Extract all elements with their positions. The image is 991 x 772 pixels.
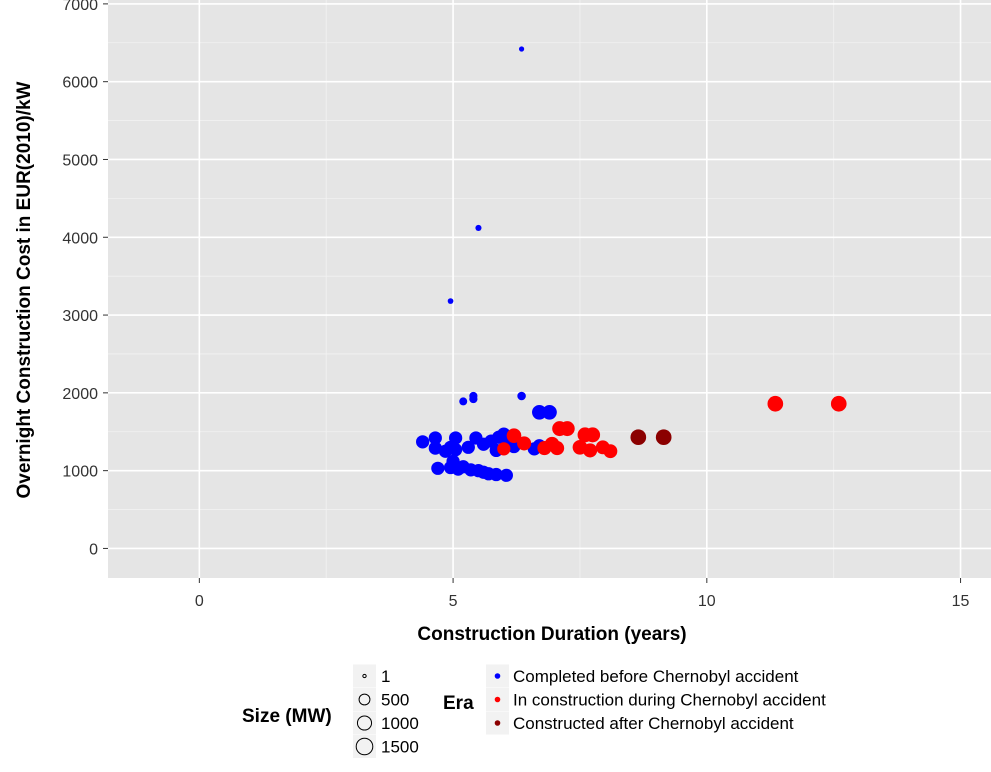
data-point-era-1: [542, 404, 557, 420]
minor-gridlines: [108, 0, 991, 578]
size-legend-label: 1: [381, 667, 390, 686]
x-tick-label: 5: [449, 593, 458, 610]
data-point-era-2: [559, 421, 575, 437]
size-legend-title: Size (MW): [242, 706, 332, 727]
data-point-era-2: [506, 428, 522, 443]
color-legend-key: [494, 673, 501, 679]
y-tick-label: 4000: [62, 230, 98, 247]
data-point-era-2: [603, 444, 618, 459]
data-point-era-1: [499, 468, 513, 482]
data-point-era-1: [447, 298, 454, 304]
data-point-era-1: [518, 46, 525, 52]
x-tick-label: 15: [952, 593, 970, 610]
data-point-era-2: [830, 395, 847, 412]
data-point-era-2: [583, 443, 598, 458]
data-points: [416, 46, 847, 482]
data-point-era-1: [461, 440, 475, 454]
y-tick-label: 1000: [62, 464, 98, 481]
size-legend-key-bg: [353, 688, 376, 711]
data-point-era-1: [532, 404, 547, 420]
y-tick-label: 7000: [62, 0, 98, 14]
color-legend-key: [494, 720, 501, 726]
data-point-era-2: [497, 442, 511, 456]
y-axis-title: Overnight Construction Cost in EUR(2010)…: [14, 81, 35, 498]
x-tick-label: 0: [195, 593, 204, 610]
data-point-era-3: [655, 429, 672, 446]
x-tick-label: 10: [698, 593, 716, 610]
color-legend-label: Constructed after Chernobyl accident: [513, 714, 794, 733]
color-legend-key: [494, 696, 501, 703]
axis-ticks: 0 5 10 15 0 1000 2000 3000 4000 5000 6000 7000: [62, 0, 969, 610]
y-tick-label: 2000: [62, 386, 98, 403]
data-point-era-1: [448, 443, 463, 457]
plot-panel: [108, 0, 991, 578]
data-point-era-2: [585, 427, 601, 443]
size-legend-key: [355, 737, 374, 756]
data-point-era-2: [767, 395, 784, 412]
data-point-era-1: [428, 441, 442, 455]
data-point-era-1: [489, 467, 503, 482]
size-legend-key-bg: [353, 664, 376, 688]
color-legend-label: Completed before Chernobyl accident: [513, 667, 799, 686]
color-legend-title: Era: [443, 693, 474, 714]
data-point-era-1: [428, 431, 442, 445]
data-point-era-2: [517, 436, 532, 451]
size-legend-key-bg: [353, 711, 376, 735]
color-legend-keys: Completed before Chernobyl accident In co…: [486, 664, 826, 735]
data-point-era-1: [448, 431, 463, 445]
data-point-era-2: [550, 441, 565, 456]
data-point-era-1: [475, 224, 482, 232]
size-legend-label: 500: [381, 691, 409, 710]
y-tick-label: 0: [89, 541, 98, 558]
x-axis-title: Construction Duration (years): [417, 624, 686, 645]
data-point-era-1: [459, 397, 468, 406]
major-gridlines: [108, 0, 991, 578]
y-tick-label: 5000: [62, 152, 98, 169]
size-legend-label: 1500: [381, 738, 419, 757]
size-legend-key: [356, 715, 373, 731]
data-point-era-1: [517, 391, 526, 401]
data-point-era-1: [416, 435, 430, 449]
size-legend-key: [358, 693, 371, 706]
size-legend-key: [362, 673, 367, 679]
data-point-era-1: [431, 461, 445, 475]
color-legend-label: In construction during Chernobyl acciden…: [513, 691, 826, 710]
y-tick-label: 6000: [62, 75, 98, 92]
data-point-era-3: [630, 429, 647, 446]
size-legend-label: 1000: [381, 714, 419, 733]
data-point-era-1: [469, 394, 478, 404]
y-tick-label: 3000: [62, 308, 98, 325]
